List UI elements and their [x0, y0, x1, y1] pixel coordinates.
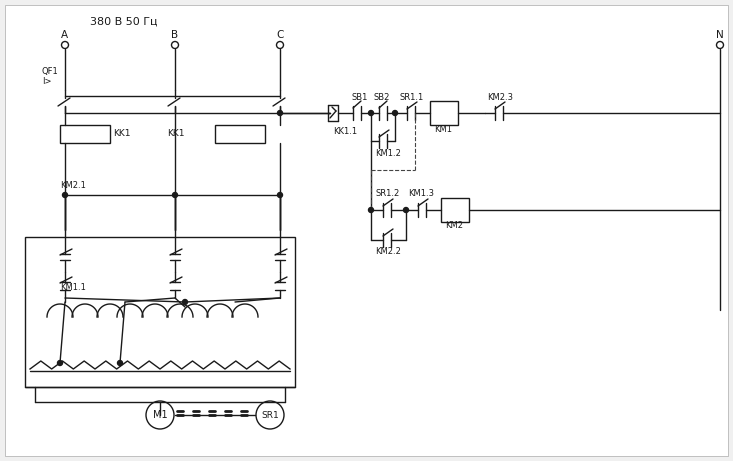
Text: KM2.2: KM2.2 [375, 248, 401, 256]
Circle shape [117, 361, 122, 366]
Text: I>: I> [42, 77, 51, 87]
Text: N: N [716, 30, 723, 40]
Text: KM2: KM2 [445, 221, 463, 230]
Text: KM1.1: KM1.1 [60, 283, 86, 291]
Text: KM1: KM1 [434, 124, 452, 134]
Bar [60, 125, 110, 143]
Bar [25, 237, 295, 387]
Text: A: A [61, 30, 68, 40]
Circle shape [278, 193, 282, 197]
Circle shape [62, 193, 67, 197]
Circle shape [57, 361, 62, 366]
Text: M1: M1 [152, 410, 167, 420]
Text: KM2.3: KM2.3 [487, 93, 513, 101]
Circle shape [369, 207, 374, 213]
Circle shape [183, 300, 188, 305]
Text: SB1: SB1 [351, 93, 367, 101]
Text: SR1.1: SR1.1 [400, 93, 424, 101]
Circle shape [172, 193, 177, 197]
Text: B: B [171, 30, 178, 40]
Text: KK1: KK1 [168, 130, 185, 138]
Text: SR1: SR1 [261, 410, 279, 420]
Bar [430, 101, 458, 125]
Bar [441, 198, 469, 222]
Circle shape [403, 207, 408, 213]
Text: SB2: SB2 [373, 93, 389, 101]
Text: KM1.3: KM1.3 [408, 189, 434, 199]
Text: KM1.2: KM1.2 [375, 148, 401, 158]
Text: C: C [276, 30, 284, 40]
Text: 380 В 50 Гц: 380 В 50 Гц [90, 17, 158, 27]
Text: KM2.1: KM2.1 [60, 181, 86, 189]
Circle shape [278, 111, 282, 116]
Circle shape [392, 111, 397, 116]
Text: KK1: KK1 [113, 130, 130, 138]
Text: SR1.2: SR1.2 [375, 189, 399, 199]
Text: KK1.1: KK1.1 [333, 126, 357, 136]
Circle shape [369, 111, 374, 116]
Bar [215, 125, 265, 143]
Text: QF1: QF1 [42, 67, 59, 77]
